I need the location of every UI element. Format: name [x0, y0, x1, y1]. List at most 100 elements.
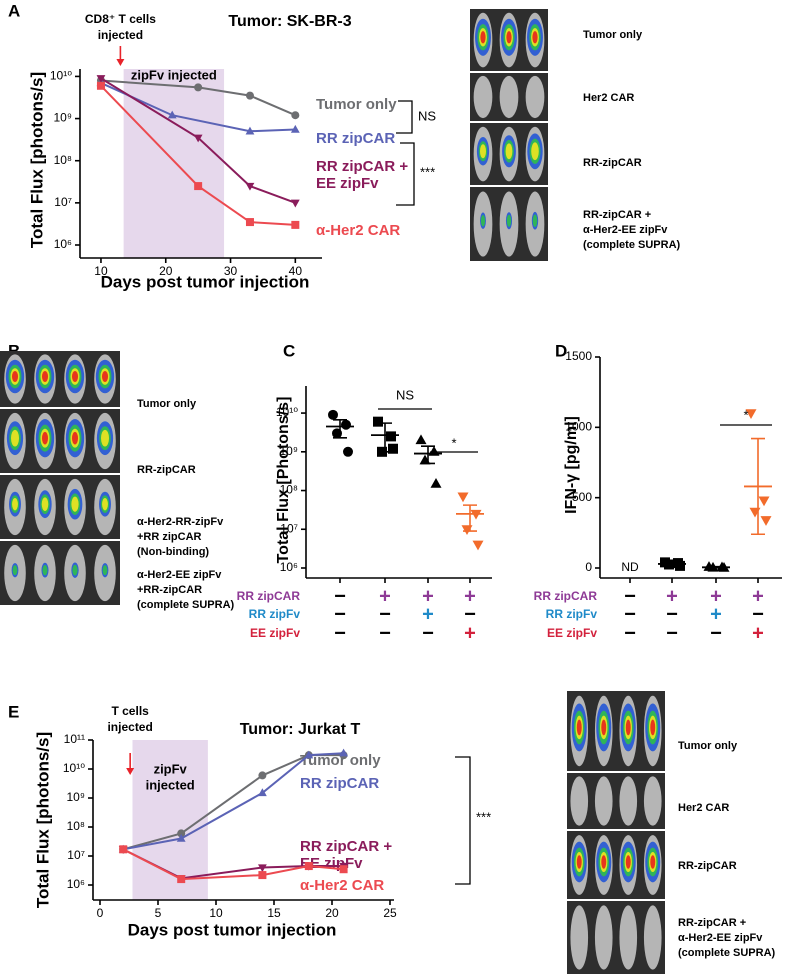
condition-symbol: −: [624, 603, 636, 625]
signal: [479, 144, 487, 159]
marker: [96, 81, 105, 90]
series-label: Tumor only: [316, 96, 397, 113]
series-label-box: RR zipCAR: [316, 130, 395, 147]
signal: [71, 371, 79, 383]
significance-label: NS: [396, 387, 414, 402]
significance-bracket: [396, 142, 415, 206]
y-tick-label: 10⁶: [54, 237, 72, 251]
y-tick-label: 10¹¹: [64, 732, 85, 746]
series-label-box: α-Her2 CAR: [300, 877, 384, 894]
series-label: RR zipCAR + EE zipFv: [316, 158, 409, 192]
condition-symbol: +: [422, 585, 434, 607]
signal: [506, 31, 512, 44]
marker: [304, 750, 314, 759]
marker: [290, 199, 300, 208]
mouse: [643, 776, 662, 826]
marker: [388, 443, 398, 454]
error-bar: [421, 445, 435, 465]
y-axis-label: IFN-γ [pg/ml]: [563, 416, 580, 514]
signal: [506, 214, 512, 227]
image-label: RR-zipCAR: [137, 464, 196, 476]
signal: [41, 497, 49, 512]
marker: [415, 434, 427, 445]
image-label: Tumor only: [137, 398, 197, 410]
x-tick-label: 10: [209, 906, 223, 920]
marker: [430, 477, 442, 488]
signal: [625, 855, 631, 869]
marker: [193, 134, 203, 143]
marker: [258, 771, 267, 780]
condition-symbol: −: [752, 603, 764, 625]
mouse: [619, 776, 638, 826]
y-tick-label: 10⁷: [54, 195, 72, 209]
y-tick-label: 10⁶: [280, 560, 298, 574]
image-label: +RR zipCAR: [137, 531, 202, 543]
marker: [245, 218, 254, 227]
error-bar: [463, 504, 477, 532]
image-label: α-Her2-RR-zipFv: [137, 516, 224, 528]
signal: [532, 31, 538, 44]
series-label: Tumor only: [300, 752, 381, 769]
marker: [339, 865, 348, 874]
image-label: α-Her2-EE zipFv: [583, 224, 668, 236]
mouse: [525, 75, 545, 119]
x-axis-label: Days post tumor injection: [128, 920, 337, 939]
marker: [177, 875, 186, 884]
arrow-head: [126, 768, 135, 775]
image-label: α-Her2-EE zipFv: [137, 569, 222, 581]
error-bar: [751, 437, 765, 536]
signal: [71, 431, 79, 445]
y-tick-label: 10¹⁰: [63, 761, 85, 775]
error-bar: [378, 422, 392, 453]
panel-letter: E: [8, 702, 19, 721]
condition-label: RR zipCAR: [237, 589, 301, 603]
series-label: α-Her2 CAR: [316, 222, 401, 239]
signal: [11, 371, 19, 383]
error-bar: [333, 419, 347, 439]
mouse: [570, 905, 589, 970]
signal: [650, 719, 656, 736]
signal: [42, 564, 48, 576]
y-tick-label: 10⁸: [67, 819, 85, 833]
image-label: (Non-binding): [137, 546, 209, 558]
marker: [461, 525, 473, 536]
marker: [258, 871, 267, 880]
condition-symbol: +: [422, 603, 434, 625]
marker: [472, 540, 484, 551]
x-tick-label: 20: [159, 264, 173, 278]
y-tick-label: 1500: [565, 349, 592, 363]
condition-symbol: −: [464, 603, 476, 625]
arrow-label: injected: [98, 28, 143, 42]
signal: [505, 143, 513, 160]
marker: [328, 409, 338, 420]
marker: [339, 748, 348, 757]
signal: [12, 565, 18, 576]
signal: [576, 855, 582, 869]
image-label: Tumor only: [583, 29, 643, 41]
marker: [760, 516, 772, 526]
signal: [72, 564, 78, 576]
series-line: [100, 85, 296, 226]
y-axis-label: Total Flux [photons/s]: [33, 732, 52, 908]
signal: [102, 565, 108, 576]
significance-label: NS: [418, 108, 436, 123]
shade-label: injected: [146, 777, 195, 792]
signal: [101, 371, 109, 383]
marker: [304, 862, 313, 871]
shade-label: zipFv injected: [131, 67, 217, 82]
marker: [194, 83, 203, 92]
condition-symbol: −: [422, 622, 434, 644]
marker: [96, 75, 106, 83]
condition-symbol: −: [379, 622, 391, 644]
marker: [291, 111, 300, 120]
condition-symbol: +: [379, 585, 391, 607]
condition-symbol: −: [379, 603, 391, 625]
condition-symbol: −: [334, 585, 346, 607]
condition-symbol: +: [752, 585, 764, 607]
marker: [245, 126, 255, 135]
error-bar: [665, 561, 679, 567]
arrow-label: CD8⁺ T cells: [85, 12, 156, 26]
image-label: RR-zipCAR: [678, 860, 737, 872]
series-line: [100, 79, 296, 117]
series-label-box: RR zipCAR: [300, 775, 379, 792]
